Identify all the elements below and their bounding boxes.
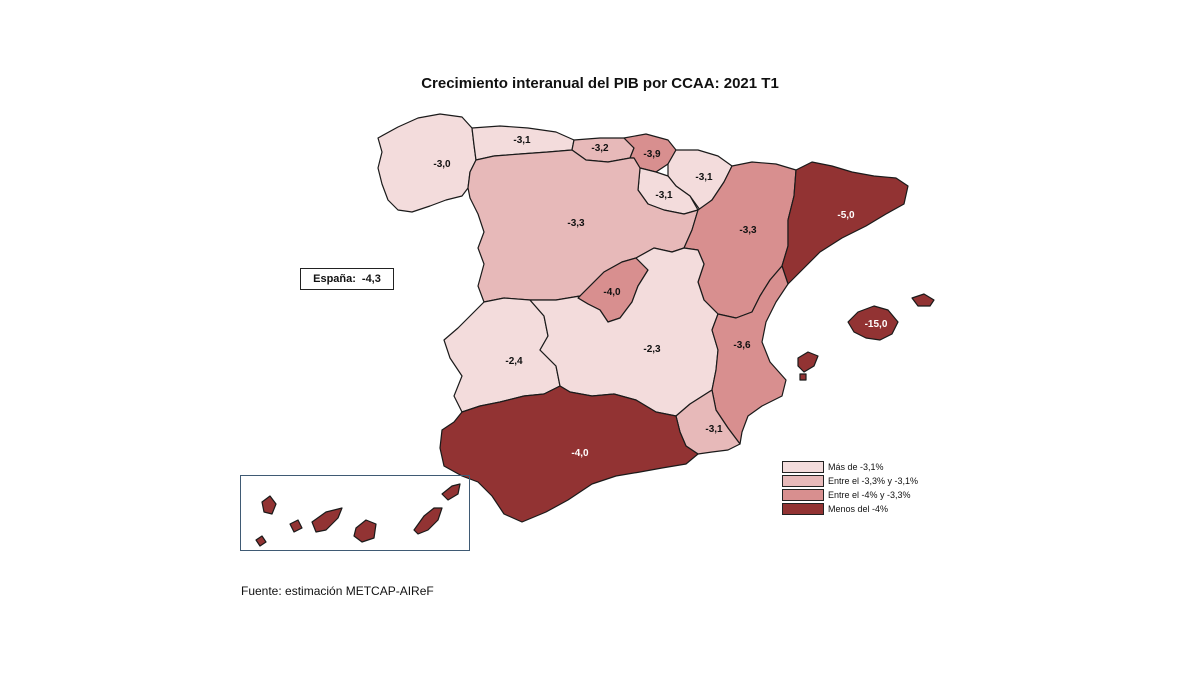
legend-item: Más de -3,1% — [782, 460, 918, 473]
label-pais-vasco: -3,9 — [643, 149, 661, 160]
legend-label: Más de -3,1% — [828, 461, 884, 472]
label-cataluna: -5,0 — [837, 210, 855, 221]
region-cataluna[interactable] — [781, 161, 909, 285]
canary-islands-inset — [240, 475, 470, 551]
spain-total-value: -4,3 — [361, 273, 381, 285]
legend-item: Menos del -4% — [782, 502, 918, 515]
legend-item: Entre el -4% y -3,3% — [782, 488, 918, 501]
label-galicia: -3,0 — [433, 159, 451, 170]
label-madrid: -4,0 — [603, 287, 621, 298]
label-murcia: -3,1 — [705, 424, 723, 435]
label-la-rioja: -3,1 — [655, 190, 673, 201]
legend-item: Entre el -3,3% y -3,1% — [782, 474, 918, 487]
map-legend: Más de -3,1% Entre el -3,3% y -3,1% Entr… — [782, 460, 918, 516]
legend-swatch — [782, 460, 824, 473]
legend-label: Entre el -4% y -3,3% — [828, 489, 911, 500]
label-cantabria: -3,2 — [591, 143, 609, 154]
label-castilla-leon: -3,3 — [567, 218, 585, 229]
label-extremadura: -2,4 — [505, 356, 523, 367]
region-canarias[interactable] — [255, 483, 461, 547]
source-note: Fuente: estimación METCAP-AIReF — [241, 584, 434, 598]
legend-label: Entre el -3,3% y -3,1% — [828, 475, 919, 486]
label-aragon: -3,3 — [739, 225, 757, 236]
label-valencia: -3,6 — [733, 340, 751, 351]
legend-swatch — [782, 474, 824, 487]
label-canarias: -6,1 — [357, 491, 375, 502]
legend-label: Menos del -4% — [828, 503, 889, 514]
label-navarra: -3,1 — [695, 172, 713, 183]
label-castilla-la-mancha: -2,3 — [643, 344, 661, 355]
map-title: Crecimiento interanual del PIB por CCAA:… — [421, 75, 779, 92]
region-galicia[interactable] — [377, 113, 477, 213]
spain-total-box: España: -4,3 — [300, 268, 394, 290]
spain-total-label: España: — [313, 273, 356, 285]
region-andalucia[interactable] — [439, 385, 699, 523]
legend-swatch — [782, 502, 824, 515]
label-baleares: -15,0 — [865, 319, 888, 330]
label-andalucia: -4,0 — [571, 448, 589, 459]
region-baleares[interactable] — [797, 293, 935, 381]
label-asturias: -3,1 — [513, 135, 531, 146]
legend-swatch — [782, 488, 824, 501]
